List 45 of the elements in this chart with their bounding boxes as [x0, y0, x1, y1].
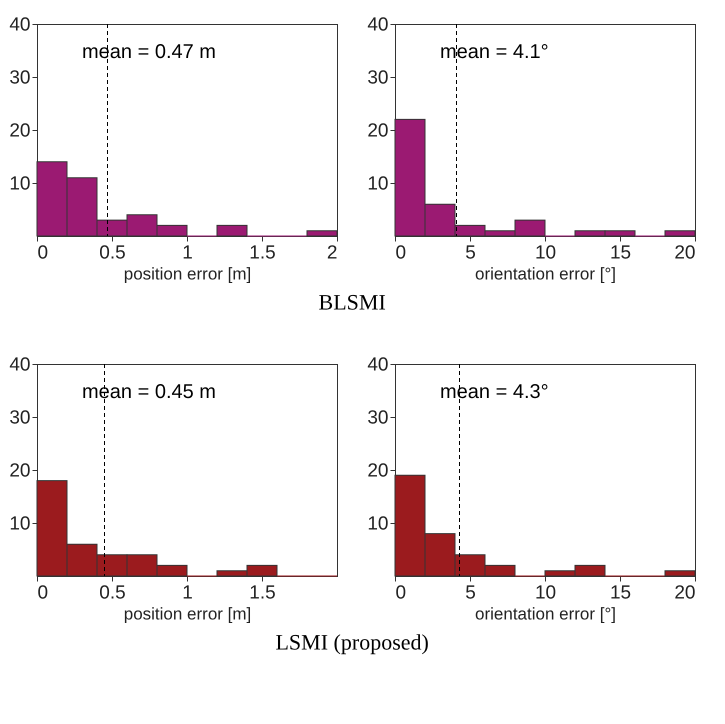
x-tick-label: 5 — [465, 582, 476, 604]
x-tick-label: 0.5 — [99, 242, 126, 264]
y-tick-label: 20 — [367, 460, 388, 482]
y-tick-label: 20 — [9, 120, 30, 142]
y-tick-label: 40 — [367, 354, 388, 376]
y-tick-label: 10 — [9, 514, 30, 534]
x-tick-label: 0 — [396, 582, 406, 604]
ref-line-label: mean = 4.3° — [440, 381, 549, 403]
y-tick-label: 40 — [367, 14, 388, 36]
x-tick-label: 1.5 — [249, 582, 276, 604]
y-tick-label: 30 — [9, 408, 30, 428]
x-tick-label: 0.5 — [99, 582, 126, 604]
y-tick-label: 40 — [9, 354, 30, 376]
x-tick-label: 5 — [465, 242, 476, 264]
y-tick-label: 10 — [367, 174, 388, 194]
ref-line-label: mean = 4.1° — [440, 41, 549, 63]
ref-line-label: mean = 0.47 m — [82, 41, 216, 63]
x-tick-label: 0 — [396, 242, 406, 264]
text: BLSMI — [318, 290, 386, 314]
y-tick-label: 40 — [9, 14, 30, 36]
x-axis-title: orientation error [°] — [475, 264, 616, 284]
x-tick-label: 20 — [674, 242, 696, 264]
x-tick-label: 15 — [610, 242, 632, 264]
x-tick-label: 10 — [534, 242, 556, 264]
x-axis-title: position error [m] — [124, 604, 252, 624]
x-tick-label: 1 — [182, 242, 193, 264]
x-tick-label: 1 — [182, 582, 193, 604]
ref-line-label: mean = 0.45 m — [82, 381, 216, 403]
y-tick-label: 20 — [9, 460, 30, 482]
y-tick-label: 20 — [367, 120, 388, 142]
y-tick-label: 30 — [367, 408, 388, 428]
y-tick-label: 10 — [367, 514, 388, 534]
x-tick-label: 2 — [326, 242, 338, 264]
x-tick-label: 15 — [610, 582, 632, 604]
x-tick-label: 1.5 — [249, 242, 276, 264]
x-tick-label: 0 — [38, 242, 48, 264]
x-tick-label: 0 — [38, 582, 48, 604]
x-tick-label: 20 — [674, 582, 696, 604]
x-axis-title: position error [m] — [124, 264, 252, 284]
y-tick-label: 10 — [9, 174, 30, 194]
x-tick-label: 10 — [534, 582, 556, 604]
text: LSMI (proposed) — [275, 630, 429, 654]
x-axis-title: orientation error [°] — [475, 604, 616, 624]
y-tick-label: 30 — [367, 68, 388, 88]
y-tick-label: 30 — [9, 68, 30, 88]
